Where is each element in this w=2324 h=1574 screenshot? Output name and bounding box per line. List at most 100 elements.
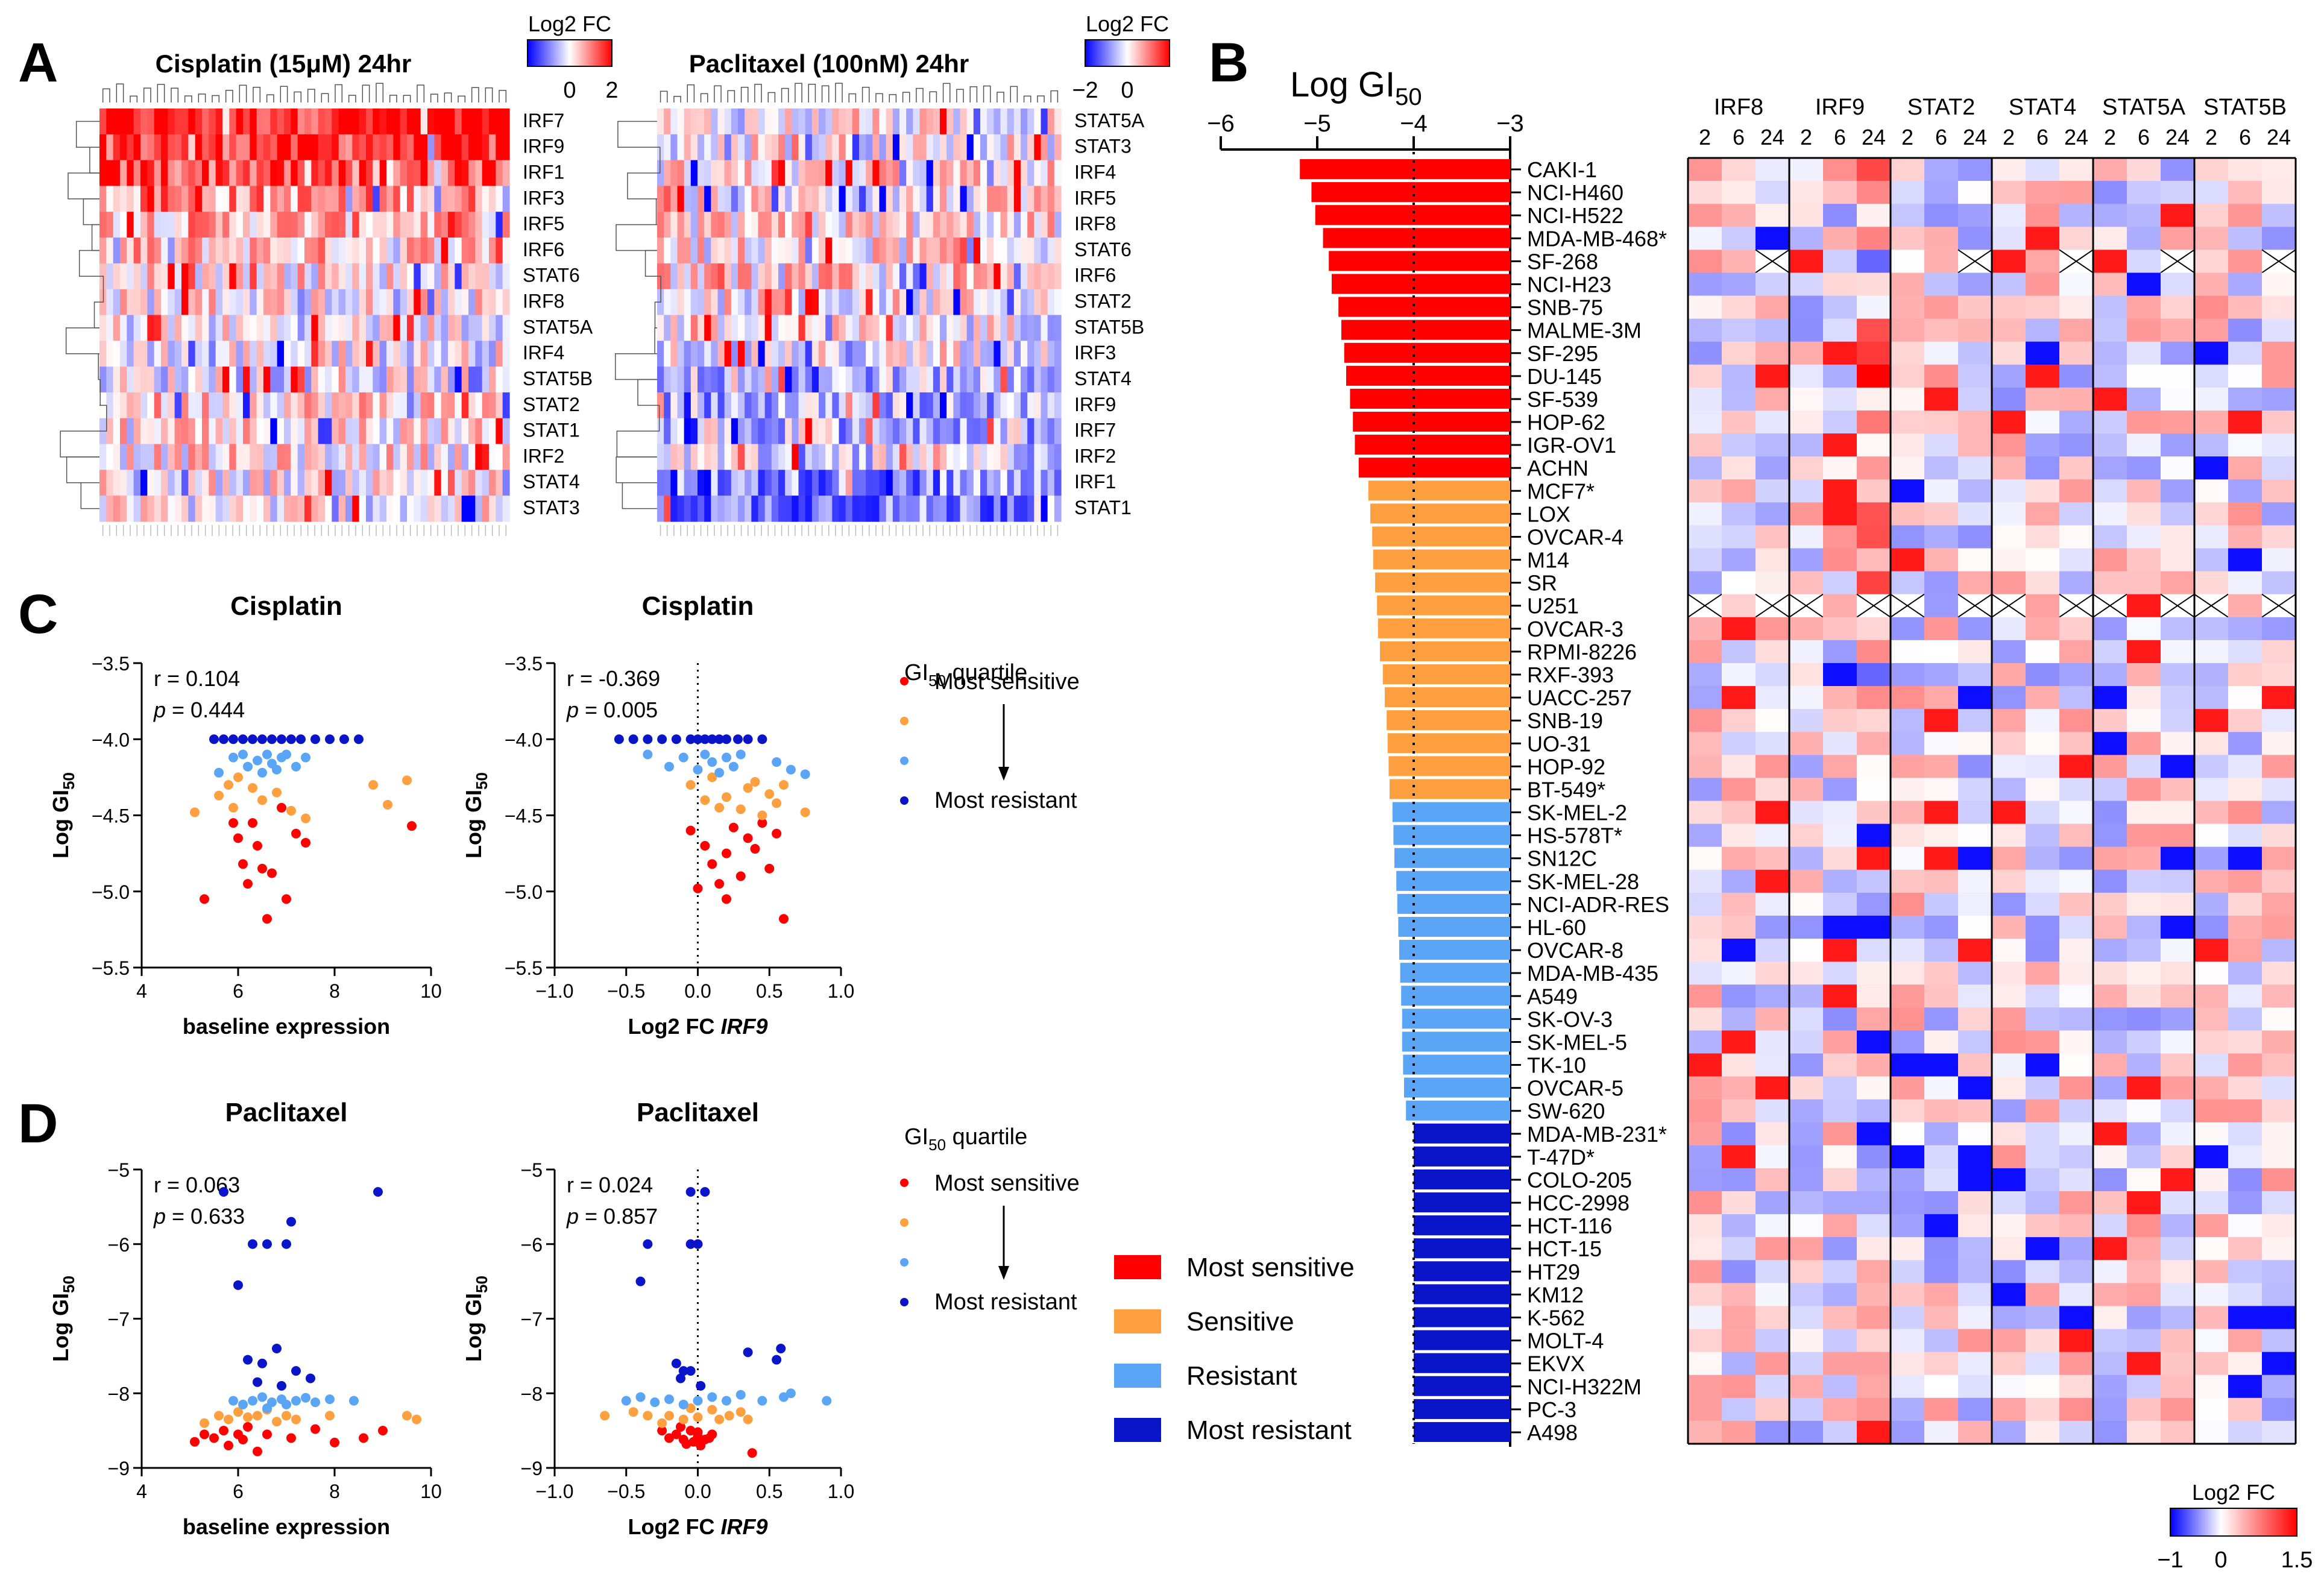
heatmap-cell xyxy=(886,392,893,419)
heatmap-cell xyxy=(913,263,921,290)
heatmap-cell xyxy=(2026,778,2060,802)
y-axis-label: Log GI50 xyxy=(48,772,78,858)
heatmap-cell xyxy=(886,496,893,522)
heatmap-cell xyxy=(304,367,312,393)
heatmap-cell xyxy=(154,444,162,470)
timepoint-label: 6 xyxy=(1733,125,1745,150)
x-tick-label: 4 xyxy=(136,980,147,1002)
heatmap-cell xyxy=(657,496,664,522)
heatmap-cell xyxy=(1992,732,2026,755)
heatmap-cell xyxy=(229,263,237,290)
heatmap-cell xyxy=(1722,341,1756,365)
heatmap-cell xyxy=(1958,571,1992,595)
heatmap-cell xyxy=(778,418,786,445)
dendrogram-branch xyxy=(687,84,695,102)
heatmap-cell xyxy=(434,134,442,161)
heatmap-cell xyxy=(2059,204,2094,227)
heatmap-cell xyxy=(792,418,799,445)
heatmap-cell xyxy=(946,496,954,522)
timepoint-label: 6 xyxy=(2036,125,2048,150)
heatmap-cell xyxy=(2228,364,2263,388)
heatmap-cell xyxy=(195,212,203,238)
heatmap-cell xyxy=(1054,263,1062,290)
heatmap-cell xyxy=(2262,686,2296,710)
heatmap-cell xyxy=(427,444,435,470)
heatmap-cell xyxy=(664,315,671,341)
heatmap-cell xyxy=(2194,295,2229,320)
heatmap-cell xyxy=(690,341,698,367)
heatmap-cell xyxy=(2228,433,2263,457)
heatmap-cell xyxy=(386,444,394,470)
heatmap-cell xyxy=(2093,456,2127,480)
heatmap-cell xyxy=(1688,1237,1722,1261)
heatmap-cell xyxy=(2127,272,2161,297)
cell-line-label: HCC-2998 xyxy=(1527,1191,1630,1215)
heatmap-cell xyxy=(345,341,353,367)
heatmap-cell xyxy=(2026,962,2060,985)
heatmap-cell xyxy=(980,470,987,496)
heatmap-cell xyxy=(1958,1191,1992,1215)
heatmap-cell xyxy=(427,315,435,341)
heatmap-cell xyxy=(325,341,332,367)
heatmap-cell xyxy=(825,289,833,316)
heatmap-cell xyxy=(338,160,346,187)
scatter-point xyxy=(685,825,696,836)
heatmap-cell xyxy=(926,367,934,393)
dendrogram-branch xyxy=(644,250,657,277)
heatmap-cell xyxy=(461,470,469,496)
heatmap-cell xyxy=(1857,1214,1891,1238)
bars: CAKI-1NCI-H460NCI-H522MDA-MB-468*SF-268N… xyxy=(1300,152,1669,1445)
heatmap-cell xyxy=(441,134,449,161)
heatmap-cell xyxy=(140,315,148,341)
heatmap-cell xyxy=(1789,984,1824,1008)
heatmap-cell xyxy=(764,367,772,393)
heatmap-cell xyxy=(318,470,326,496)
heatmap-cell xyxy=(724,212,732,238)
heatmap-cell xyxy=(980,289,987,316)
heatmap-cell xyxy=(2194,227,2229,250)
heatmap-cell xyxy=(345,444,353,470)
dendrogram-branch xyxy=(929,91,937,102)
heatmap-cell xyxy=(859,315,866,341)
heatmap-cell xyxy=(872,238,880,264)
heatmap-cell xyxy=(256,212,264,238)
cell-line-label: M14 xyxy=(1527,548,1569,573)
heatmap-cell xyxy=(1924,364,1959,388)
heatmap-cell xyxy=(366,160,373,187)
heatmap-cell xyxy=(1688,479,1722,503)
heatmap-cell xyxy=(2262,1191,2296,1215)
category-swatch-resistant xyxy=(1114,1364,1161,1388)
heatmap-cell xyxy=(919,392,927,419)
heatmap-cell xyxy=(798,160,806,187)
heatmap-cell xyxy=(960,160,968,187)
heatmap-cell xyxy=(297,186,305,212)
heatmap-cell xyxy=(866,263,873,290)
heatmap-cell xyxy=(161,341,168,367)
heatmap-cell xyxy=(99,186,107,212)
heatmap-cell xyxy=(1823,1168,1857,1192)
heatmap-cell xyxy=(2059,1168,2094,1192)
heatmap-cell xyxy=(154,496,162,522)
heatmap-cell xyxy=(2127,1420,2161,1444)
heatmap-cell xyxy=(2127,617,2161,641)
heatmap-cell xyxy=(987,418,994,445)
heatmap-cell xyxy=(2127,548,2161,572)
heatmap-cell xyxy=(127,186,134,212)
heatmap-cell xyxy=(785,289,792,316)
heatmap-cell xyxy=(717,315,725,341)
heatmap-cell xyxy=(188,263,196,290)
heatmap-cell xyxy=(711,444,719,470)
heatmap-cell xyxy=(994,186,1001,212)
scatter-point xyxy=(257,1358,267,1368)
heatmap-cell xyxy=(1034,367,1042,393)
heatmap-cell xyxy=(127,212,134,238)
heatmap-cell xyxy=(1992,318,2026,342)
heatmap-cell xyxy=(1958,846,1992,870)
heatmap-cell xyxy=(745,470,752,496)
heatmap-cell xyxy=(181,212,189,238)
heatmap-cell xyxy=(2127,479,2161,503)
heatmap-cell xyxy=(188,109,196,135)
heatmap-cell xyxy=(1722,1214,1756,1238)
y-tick-label: −4.5 xyxy=(505,805,543,827)
bar xyxy=(1414,1146,1510,1166)
